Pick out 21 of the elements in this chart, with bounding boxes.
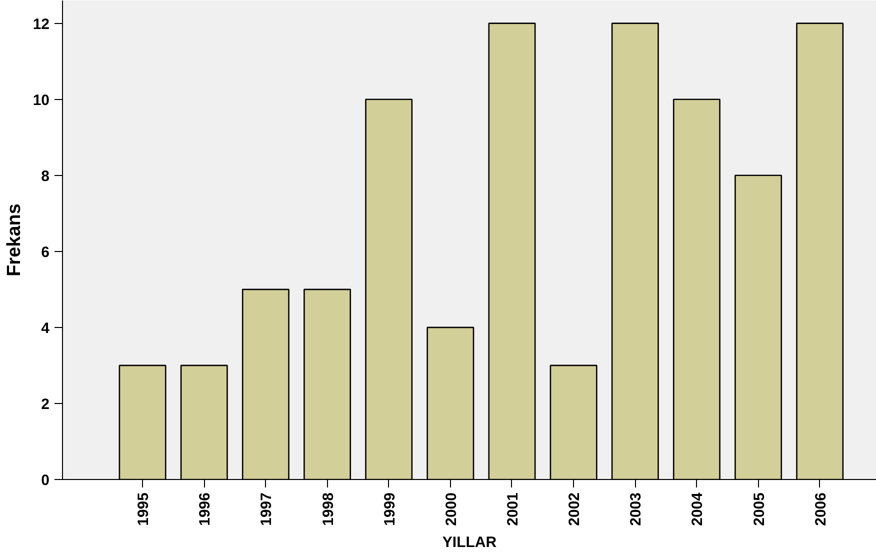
x-tick-label: 2005	[750, 492, 768, 526]
y-axis-title: Frekans	[4, 204, 25, 276]
y-tick-label: 12	[32, 16, 50, 33]
x-tick-label: 2002	[566, 492, 584, 526]
x-tick-label: 2001	[504, 492, 522, 526]
x-tick-label: 1999	[381, 492, 398, 526]
y-tick-label: 10	[32, 92, 50, 109]
y-tick-label: 4	[41, 320, 50, 337]
y-tick-label: 8	[41, 168, 50, 185]
x-tick-label: 1996	[196, 492, 214, 526]
x-tick-label: 1995	[135, 492, 152, 526]
y-tick-label: 0	[41, 472, 50, 489]
x-tick-label: 2006	[812, 492, 830, 526]
x-axis-title: YILLAR	[442, 534, 497, 551]
x-tick-label: 1997	[258, 492, 276, 526]
x-tick-label: 2000	[442, 492, 460, 526]
x-tick-label: 2003	[628, 492, 645, 526]
y-tick-label: 6	[41, 244, 50, 261]
x-tick-label: 1998	[320, 492, 337, 526]
y-tick-label: 2	[41, 396, 50, 413]
x-tick-label: 2004	[689, 492, 706, 526]
